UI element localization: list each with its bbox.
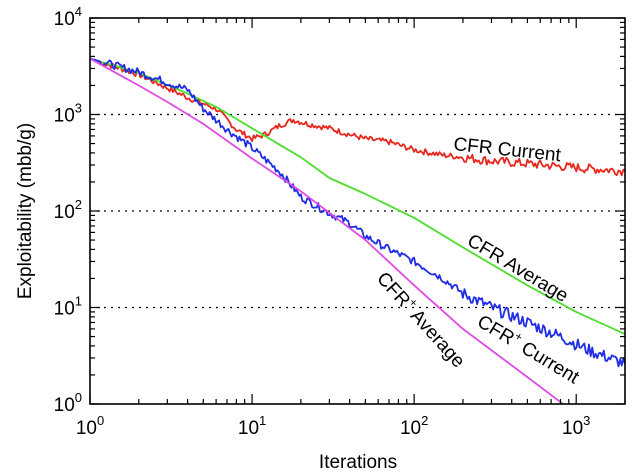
x-tick-label: 102 (400, 413, 428, 439)
series-label-cfr-average: CFR Average (463, 230, 571, 307)
x-tick-label: 103 (562, 413, 590, 439)
grid-lines (90, 113, 625, 309)
x-tick-label: 100 (76, 413, 104, 439)
y-axis-title: Exploitability (mbb/g) (15, 123, 36, 299)
series-lines (90, 57, 625, 404)
series-label-cfr-current: CFR Current (452, 134, 562, 166)
y-tick-label: 101 (54, 294, 82, 320)
x-tick-label: 101 (238, 413, 266, 439)
series-line-cfr-plus-average (90, 57, 565, 404)
y-tick-label: 103 (54, 101, 82, 127)
series-line-cfr-current (90, 57, 625, 177)
x-axis-title: Iterations (319, 452, 397, 473)
y-tick-label: 104 (54, 4, 82, 30)
series-line-cfr-average (90, 57, 625, 335)
y-tick-label: 100 (54, 390, 82, 416)
axis-ticks: 100 101 102 103 104 100 101 102 103 (54, 4, 626, 439)
y-tick-label: 102 (54, 197, 82, 223)
series-line-cfr-plus-current (90, 57, 625, 368)
series-label-cfr-plus-average: CFR+ Average (372, 266, 471, 372)
